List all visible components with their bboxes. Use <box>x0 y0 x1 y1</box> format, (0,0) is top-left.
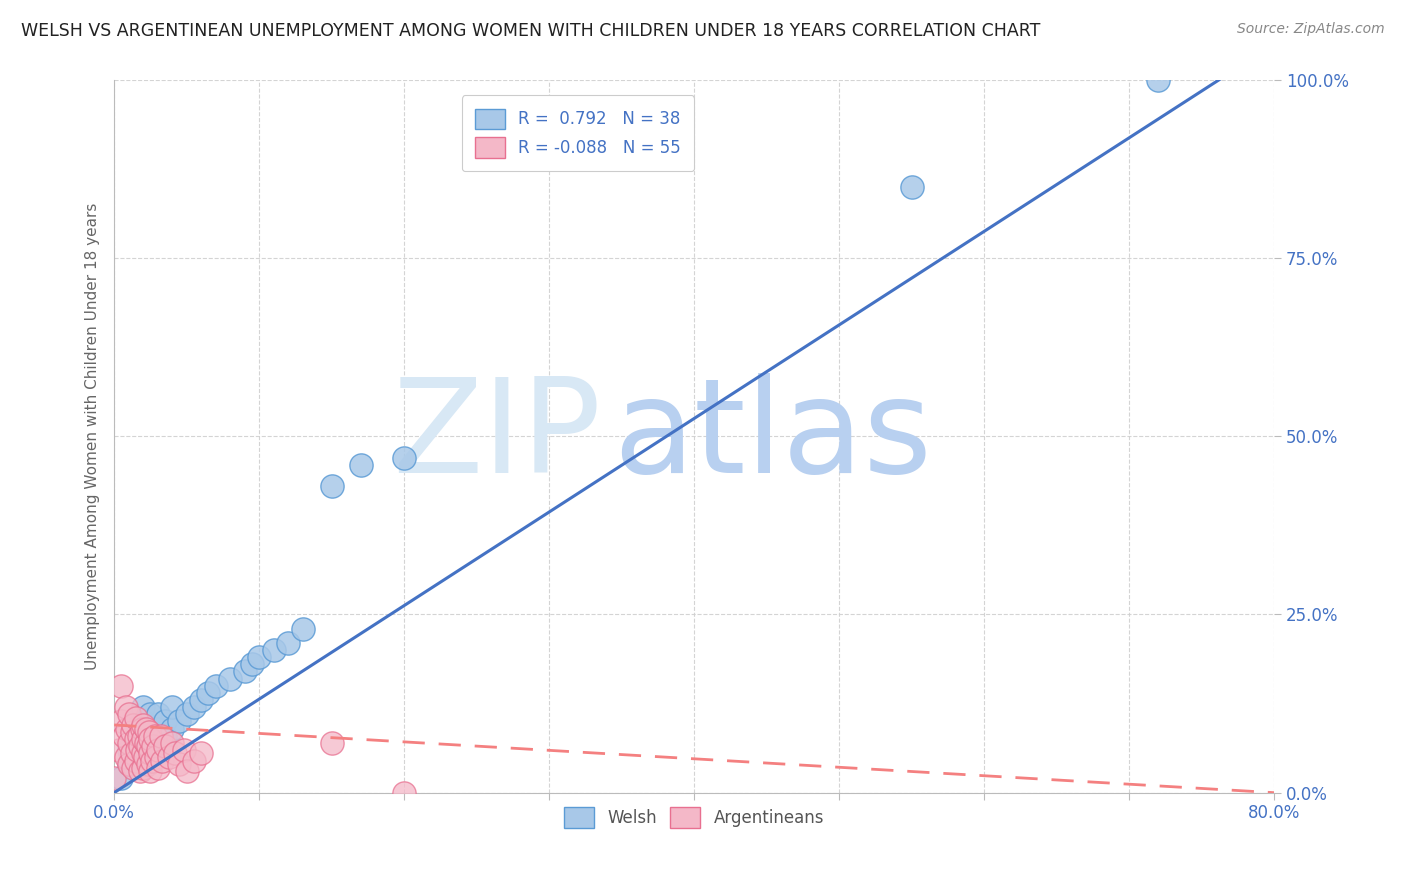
Point <box>160 700 183 714</box>
Point <box>125 750 148 764</box>
Point <box>157 750 180 764</box>
Point <box>176 707 198 722</box>
Point <box>176 764 198 779</box>
Point <box>321 479 343 493</box>
Point <box>169 757 191 772</box>
Point <box>132 761 155 775</box>
Point <box>139 743 162 757</box>
Point <box>146 722 169 736</box>
Point <box>110 772 132 786</box>
Point <box>291 622 314 636</box>
Point <box>103 772 125 786</box>
Point <box>149 729 172 743</box>
Point <box>263 643 285 657</box>
Point <box>321 736 343 750</box>
Point <box>129 764 152 779</box>
Point <box>125 714 148 729</box>
Point <box>135 722 157 736</box>
Point <box>277 636 299 650</box>
Point <box>136 757 159 772</box>
Point <box>350 458 373 472</box>
Point <box>125 754 148 768</box>
Point <box>160 736 183 750</box>
Point <box>190 747 212 761</box>
Point <box>132 714 155 729</box>
Point <box>1147 73 1170 87</box>
Point <box>142 739 165 754</box>
Point <box>153 714 176 729</box>
Point <box>160 722 183 736</box>
Text: Source: ZipAtlas.com: Source: ZipAtlas.com <box>1237 22 1385 37</box>
Point <box>129 739 152 754</box>
Point <box>132 747 155 761</box>
Point <box>219 672 242 686</box>
Point <box>131 722 153 736</box>
Point <box>183 700 205 714</box>
Point <box>169 714 191 729</box>
Point <box>112 729 135 743</box>
Text: atlas: atlas <box>613 373 932 500</box>
Point <box>136 739 159 754</box>
Point <box>114 750 136 764</box>
Point <box>153 739 176 754</box>
Point <box>135 736 157 750</box>
Point <box>127 743 149 757</box>
Point <box>141 754 163 768</box>
Point <box>107 743 129 757</box>
Point <box>114 700 136 714</box>
Point <box>233 665 256 679</box>
Point <box>392 450 415 465</box>
Point <box>139 722 162 736</box>
Point <box>247 650 270 665</box>
Point <box>118 757 141 772</box>
Point <box>153 729 176 743</box>
Point <box>134 750 156 764</box>
Point <box>115 722 138 736</box>
Point <box>139 707 162 722</box>
Point <box>146 707 169 722</box>
Point <box>118 707 141 722</box>
Y-axis label: Unemployment Among Women with Children Under 18 years: Unemployment Among Women with Children U… <box>86 202 100 670</box>
Point <box>138 725 160 739</box>
Point <box>118 743 141 757</box>
Point <box>165 747 187 761</box>
Legend: Welsh, Argentineans: Welsh, Argentineans <box>557 800 831 834</box>
Point <box>392 786 415 800</box>
Text: WELSH VS ARGENTINEAN UNEMPLOYMENT AMONG WOMEN WITH CHILDREN UNDER 18 YEARS CORRE: WELSH VS ARGENTINEAN UNEMPLOYMENT AMONG … <box>21 22 1040 40</box>
Point <box>204 679 226 693</box>
Point <box>173 743 195 757</box>
Point <box>900 180 922 194</box>
Text: ZIP: ZIP <box>392 373 602 500</box>
Point <box>122 761 145 775</box>
Point <box>190 693 212 707</box>
Point <box>125 729 148 743</box>
Point <box>128 729 150 743</box>
Point <box>121 747 143 761</box>
Point <box>146 743 169 757</box>
Point <box>132 700 155 714</box>
Point <box>240 657 263 672</box>
Point <box>150 754 173 768</box>
Point <box>145 750 167 764</box>
Point <box>125 732 148 747</box>
Point <box>132 718 155 732</box>
Point <box>132 743 155 757</box>
Point <box>121 725 143 739</box>
Point <box>122 718 145 732</box>
Point <box>125 711 148 725</box>
Point <box>110 714 132 729</box>
Point <box>139 732 162 747</box>
Point <box>118 757 141 772</box>
Point <box>197 686 219 700</box>
Point <box>146 736 169 750</box>
Point <box>139 764 162 779</box>
Point <box>118 736 141 750</box>
Point <box>143 729 166 743</box>
Point <box>110 679 132 693</box>
Point <box>146 761 169 775</box>
Point <box>183 754 205 768</box>
Point <box>132 732 155 747</box>
Point <box>132 729 155 743</box>
Point <box>139 747 162 761</box>
